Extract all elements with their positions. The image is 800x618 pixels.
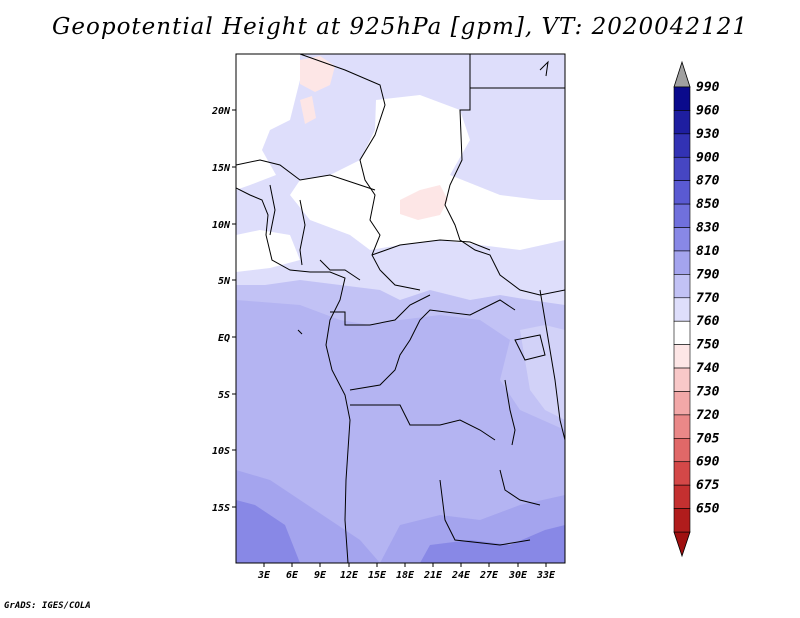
field-pink-sahara	[300, 56, 335, 92]
colorbar-label-810: 810	[696, 244, 720, 259]
field-810	[236, 300, 565, 563]
colorbar-band-740	[673, 367, 691, 392]
colorbar-label-750: 750	[696, 338, 720, 353]
field-850-sw	[236, 500, 300, 563]
border-9	[330, 294, 431, 326]
colorbar-top-arrow	[673, 60, 691, 88]
map-title: Geopotential Height at 925hPa [gpm], VT:…	[52, 14, 748, 40]
colorbar-label-730: 730	[696, 384, 720, 399]
field-white-north	[236, 54, 300, 190]
colorbar-band-705	[673, 438, 691, 463]
lat-tick-10s: 10S	[212, 446, 230, 457]
border-east	[539, 289, 565, 441]
border-10	[349, 299, 516, 391]
field-pink-chad	[400, 185, 448, 220]
island-1	[297, 329, 303, 335]
lon-tick-27e: 27E	[479, 570, 499, 581]
field-pink-sahara-2	[300, 96, 316, 124]
colorbar-label-705: 705	[696, 431, 720, 446]
colorbar: 990 960 930 900 870 850 830 810 790 770 760 750 740 7…	[673, 60, 720, 558]
lat-tick-10n: 10N	[212, 220, 231, 231]
island-2	[539, 60, 549, 77]
lat-tick-15n: 15N	[212, 163, 231, 174]
lat-tick-5s: 5S	[218, 390, 230, 401]
border-1	[299, 54, 421, 291]
colorbar-label-850: 850	[696, 197, 720, 212]
lon-tick-3e: 3E	[257, 570, 271, 581]
lon-tick-33e: 33E	[536, 570, 556, 581]
coastline-west	[236, 187, 351, 563]
colorbar-band-750	[673, 344, 691, 369]
colorbar-band-730	[673, 391, 691, 416]
border-4	[236, 159, 376, 191]
colorbar-label-770: 770	[696, 291, 720, 306]
colorbar-label-675: 675	[696, 478, 720, 493]
colorbar-label-900: 900	[696, 150, 720, 165]
colorbar-band-810	[673, 250, 691, 275]
lon-tick-24e: 24E	[451, 570, 471, 581]
colorbar-label-740: 740	[696, 361, 720, 376]
lon-tick-15e: 15E	[368, 570, 387, 581]
colorbar-band-720	[673, 414, 691, 439]
field-790-east	[520, 325, 565, 420]
colorbar-label-990: 990	[696, 80, 720, 95]
border-2	[444, 54, 565, 296]
border-7	[319, 259, 361, 281]
colorbar-band-650	[673, 508, 691, 533]
lat-tick-20n: 20N	[211, 106, 231, 117]
colorbar-band-930	[673, 133, 691, 158]
colorbar-label-720: 720	[696, 408, 720, 423]
lon-tick-9e: 9E	[314, 570, 327, 581]
lake-tanganyika	[504, 379, 516, 446]
colorbar-label-960: 960	[696, 103, 720, 118]
colorbar-label-930: 930	[696, 127, 720, 142]
colorbar-label-760: 760	[696, 314, 720, 329]
colorbar-band-675	[673, 484, 691, 509]
lon-tick-21e: 21E	[423, 570, 443, 581]
lon-tick-6e: 6E	[286, 570, 299, 581]
lon-tick-12e: 12E	[340, 570, 359, 581]
colorbar-band-770	[673, 297, 691, 322]
colorbar-label-690: 690	[696, 455, 720, 470]
colorbar-label-870: 870	[696, 174, 720, 189]
lat-tick-15s: 15S	[212, 503, 230, 514]
border-11	[350, 404, 496, 441]
lon-tick-18e: 18E	[396, 570, 415, 581]
colorbar-band-790	[673, 274, 691, 299]
lon-tick-30e: 30E	[508, 570, 528, 581]
colorbar-band-850	[673, 203, 691, 228]
colorbar-label-650: 650	[696, 502, 720, 517]
border-12	[439, 479, 531, 546]
footer-credit: GrADS: IGES/COLA	[4, 601, 91, 611]
height-field	[236, 54, 565, 563]
colorbar-band-900	[673, 156, 691, 181]
field-white-gulf	[236, 230, 300, 272]
colorbar-band-690	[673, 461, 691, 486]
colorbar-band-870	[673, 180, 691, 205]
lake-victoria	[514, 334, 546, 361]
border-6	[299, 199, 306, 266]
lat-axis: 20N 15N 10N 5N EQ 5S 10S 15S	[211, 106, 236, 514]
border-8	[371, 239, 491, 256]
colorbar-band-760	[673, 320, 691, 345]
borders	[236, 54, 565, 563]
lat-tick-eq: EQ	[218, 333, 230, 344]
colorbar-band-990	[673, 86, 691, 111]
lat-tick-5n: 5N	[218, 276, 231, 287]
lon-axis: 3E 6E 9E 12E 15E 18E 21E 24E 27E 30E 33E	[257, 563, 556, 581]
colorbar-bottom-arrow	[673, 531, 691, 558]
border-5	[269, 184, 276, 236]
field-white-central	[290, 95, 565, 250]
map-frame	[235, 53, 566, 564]
colorbar-band-960	[673, 110, 691, 135]
border-13	[499, 469, 541, 506]
colorbar-label-790: 790	[696, 267, 720, 282]
colorbar-label-830: 830	[696, 221, 720, 236]
colorbar-band-830	[673, 227, 691, 252]
